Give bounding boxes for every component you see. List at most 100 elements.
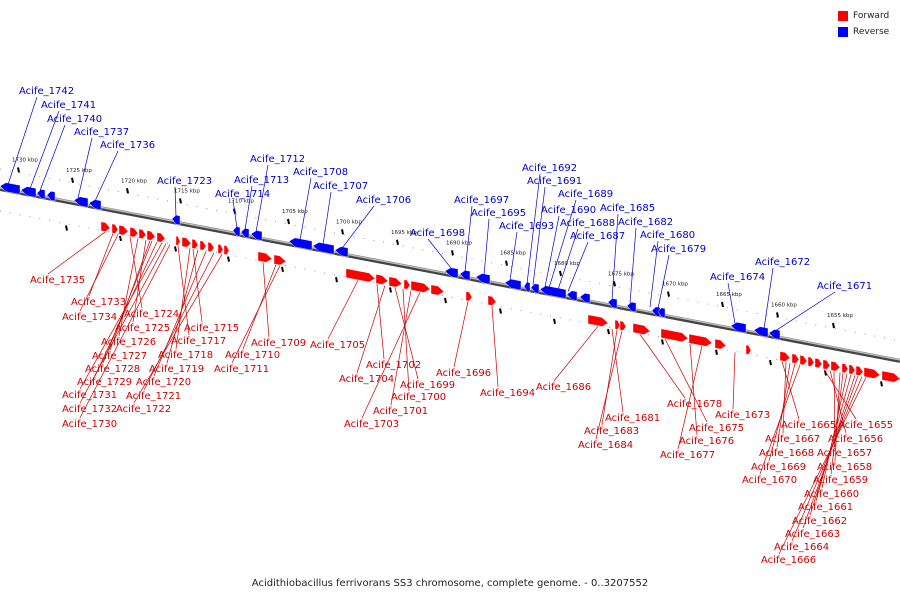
reverse-gene-arrow: [88, 199, 102, 211]
leader-line: [732, 352, 736, 410]
forward-gene-arrow: [410, 280, 431, 293]
gene-label: Acife_1725: [115, 323, 170, 334]
reverse-gene-arrow: [46, 191, 56, 202]
leader-line: [133, 254, 223, 404]
kbp-ticks: 1730 kbp 1725 kbp 1720 kbp 1715 kbp 1710 kbp…: [12, 157, 883, 387]
leader-line: [526, 173, 541, 284]
gene-label: Acife_1656: [828, 434, 883, 445]
leader-line: [88, 233, 114, 297]
gene-label: Acife_1707: [313, 181, 368, 192]
gene-label: Acife_1737: [74, 127, 129, 138]
gene-label: Acife_1715: [184, 323, 239, 334]
forward-gene-arrow: [799, 355, 808, 366]
tick-label: 1675 kbp: [608, 271, 634, 277]
leader-line: [79, 242, 163, 390]
gene-label: Acife_1723: [157, 176, 212, 187]
tick-mark: [832, 322, 835, 329]
gene-label: Acife_1732: [62, 404, 117, 415]
tick-label: 1670 kbp: [662, 282, 688, 288]
forward-gene-arrow: [863, 367, 881, 379]
leader-line: [29, 110, 60, 189]
gene-label: Acife_1675: [689, 423, 744, 434]
reverse-gene-arrow: [444, 267, 459, 279]
leader-line: [427, 238, 453, 270]
reverse-gene-arrow: [504, 278, 522, 291]
leader-line: [664, 338, 708, 423]
gene-arrows: [0, 182, 900, 383]
tick-mark: [715, 349, 718, 355]
forward-gene-arrow: [375, 274, 389, 285]
leader-line: [657, 254, 670, 309]
gene-label: Acife_1679: [651, 244, 706, 255]
tick-mark: [227, 256, 230, 262]
leader-line: [143, 252, 215, 391]
gene-label: Acife_1706: [356, 195, 411, 206]
leader-line: [727, 282, 736, 324]
tick-mark: [65, 225, 68, 231]
gene-label: Acife_1742: [19, 86, 74, 97]
gene-label: Acife_1712: [250, 154, 305, 165]
leader-line: [791, 376, 863, 542]
tick-label: 1705 kbp: [282, 209, 308, 215]
forward-gene-arrow: [587, 314, 609, 327]
gene-label: Acife_1724: [124, 309, 179, 320]
tick-mark: [174, 246, 177, 252]
tick-label: 1730 kbp: [12, 157, 38, 163]
forward-gene-arrow: [487, 295, 497, 306]
leader-line: [768, 363, 796, 462]
forward-gene-arrow: [191, 238, 199, 249]
tick-mark: [721, 301, 724, 308]
forward-gene-arrow: [881, 370, 900, 383]
leader-line: [611, 213, 619, 300]
leader-line: [299, 177, 312, 241]
leader-line: [639, 334, 686, 399]
reverse-gene-arrow: [651, 306, 661, 317]
leader-line: [231, 265, 281, 364]
gene-label: Acife_1668: [759, 448, 814, 459]
leader-line: [174, 186, 177, 217]
reverse-gene-arrow: [171, 214, 181, 226]
tick-label: 1725 kbp: [66, 168, 92, 174]
tick-label: 1710 kbp: [228, 199, 254, 205]
gene-label: Acife_1657: [817, 448, 872, 459]
tick-mark: [607, 328, 610, 335]
gene-label: Acife_1691: [527, 176, 582, 187]
leader-line: [39, 124, 66, 191]
leader-line: [177, 245, 190, 336]
reverse-gene-arrow: [768, 329, 781, 340]
gene-label: Acife_1674: [710, 272, 765, 283]
reverse-gene-arrow: [566, 290, 578, 301]
forward-gene-arrow: [217, 243, 224, 254]
leader-line: [255, 164, 269, 232]
tick-mark: [880, 381, 883, 387]
tick-mark: [553, 318, 556, 325]
forward-gene-arrow: [111, 223, 119, 234]
leader-line: [232, 199, 238, 229]
tick-mark: [505, 260, 508, 266]
gene-label: Acife_1700: [391, 392, 446, 403]
forward-gene-arrow: [199, 240, 207, 251]
tick-label: 1695 kbp: [391, 230, 417, 236]
genome-caption: Acidithiobacillus ferrivorans SS3 chromo…: [251, 578, 649, 589]
reverse-gene-arrow: [36, 189, 46, 200]
gene-label: Acife_1730: [62, 419, 117, 430]
gene-label: Acife_1699: [400, 380, 455, 391]
forward-gene-arrow: [138, 228, 147, 239]
leader-line: [778, 377, 867, 555]
gene-label: Acife_1682: [618, 217, 673, 228]
forward-gene-arrow: [175, 235, 181, 246]
tick-mark: [451, 250, 454, 256]
gene-label: Acife_1722: [116, 404, 171, 415]
forward-gene-arrow: [146, 230, 156, 241]
leader-line: [491, 305, 499, 388]
forward-gene-arrow: [273, 254, 287, 266]
gene-label: Acife_1719: [149, 364, 204, 375]
gene-label: Acife_1740: [47, 114, 102, 125]
forward-gene-arrow: [465, 291, 473, 302]
leader-line: [79, 243, 167, 404]
gene-label: Acife_1655: [838, 420, 893, 431]
forward-gene-arrow: [855, 365, 864, 376]
gene-label: Acife_1693: [499, 221, 554, 232]
tick-mark: [119, 235, 122, 242]
tick-label: 1655 kbp: [827, 313, 853, 319]
